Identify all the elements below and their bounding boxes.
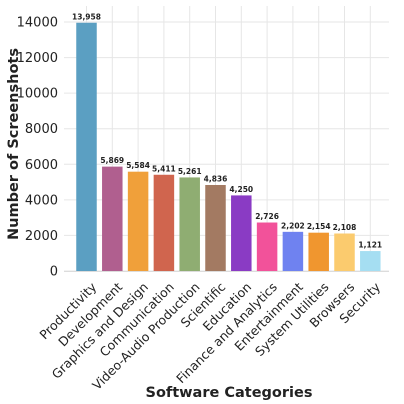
value-label: 2,108 bbox=[333, 223, 357, 232]
value-label: 5,584 bbox=[126, 161, 150, 170]
value-label: 5,411 bbox=[152, 164, 176, 173]
bar bbox=[360, 251, 381, 271]
bar bbox=[205, 184, 226, 271]
value-label: 13,958 bbox=[72, 12, 101, 21]
y-axis-title: Number of Screenshots bbox=[6, 48, 22, 240]
value-label: 5,261 bbox=[178, 167, 202, 176]
y-tick-label: 12000 bbox=[17, 51, 58, 66]
value-label: 4,836 bbox=[204, 174, 228, 183]
y-tick-label: 4000 bbox=[25, 193, 58, 208]
value-label: 2,726 bbox=[255, 212, 279, 221]
bar bbox=[256, 222, 278, 271]
bar bbox=[153, 174, 175, 271]
bar bbox=[334, 233, 355, 271]
value-label: 2,154 bbox=[307, 222, 331, 231]
y-tick-label: 8000 bbox=[25, 122, 58, 137]
value-label: 2,202 bbox=[281, 221, 305, 230]
value-label: 4,250 bbox=[229, 185, 253, 194]
y-tick-label: 14000 bbox=[17, 16, 58, 31]
bar bbox=[127, 171, 149, 271]
y-tick-label: 0 bbox=[50, 265, 58, 280]
bar bbox=[76, 22, 97, 271]
bar bbox=[179, 177, 200, 271]
bars bbox=[76, 22, 381, 271]
bar bbox=[231, 195, 252, 271]
value-label: 1,121 bbox=[358, 241, 382, 250]
x-axis-title: Software Categories bbox=[146, 385, 313, 401]
bar bbox=[308, 232, 329, 271]
y-tick-label: 10000 bbox=[17, 87, 58, 102]
bar bbox=[282, 231, 304, 271]
bar bbox=[102, 166, 123, 271]
value-label: 5,869 bbox=[100, 156, 124, 165]
y-axis-ticks: 0 2000 4000 6000 8000 10000 12000 14000 bbox=[17, 16, 58, 280]
y-tick-label: 2000 bbox=[25, 229, 58, 244]
y-tick-label: 6000 bbox=[25, 158, 58, 173]
